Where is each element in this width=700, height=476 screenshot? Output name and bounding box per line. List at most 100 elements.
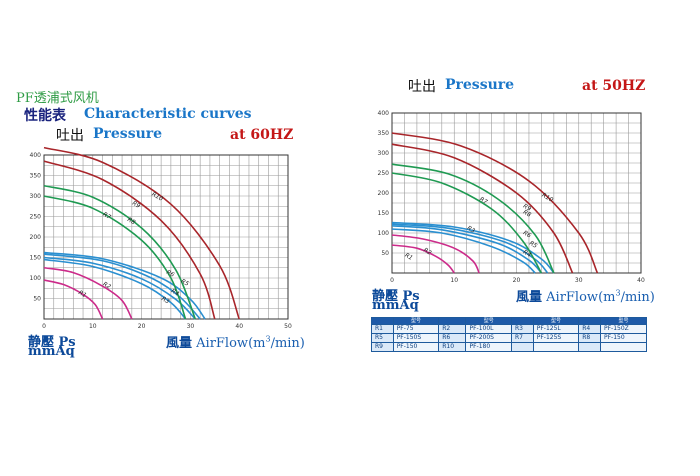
left-plot-frame — [43, 154, 289, 320]
left-y-tick-label: 400 — [30, 152, 42, 159]
left-series-r1 — [43, 279, 104, 320]
right-curve-label-r4: R4 — [522, 249, 533, 259]
left-pressure-en: Pressure — [93, 126, 163, 142]
brand-title: PF透浦式风机 — [16, 91, 99, 106]
right-x-axis-en: AirFlow — [546, 290, 599, 305]
right-x-tick-label: 40 — [637, 277, 645, 284]
legend-curve-id: R3 — [511, 324, 534, 334]
right-curve-label-r3: R3 — [466, 225, 477, 235]
legend-header-cell — [511, 317, 534, 325]
right-y-axis-unit: mmAq — [372, 298, 419, 313]
left-chart-group: 0 10 20 30 40 50 50 100 150 200 250 300 350 400 R1 R2 R3… — [30, 146, 292, 330]
right-y-tick-label: 300 — [378, 150, 390, 157]
right-x-axis-unit-sup: 3 — [615, 288, 621, 298]
right-freq-label: at 50HZ — [582, 78, 646, 94]
legend-model-name: PF-100L — [465, 324, 513, 334]
right-x-tick-label: 30 — [575, 277, 583, 284]
left-x-axis-en: AirFlow — [196, 336, 249, 351]
right-curve-label-r9: R9 — [522, 203, 533, 213]
legend-header-cell: 型号 — [392, 317, 440, 325]
legend-model-name: PF-125S — [532, 333, 580, 343]
right-x-tick-label: 0 — [390, 277, 394, 284]
left-x-axis-unit: (m — [248, 336, 266, 351]
left-curve-label-r3: R3 — [160, 295, 171, 305]
right-chart-group: 0 10 20 30 40 50 100 150 200 250 300 350 400 R1 R2 R3 R4… — [378, 110, 645, 284]
left-curve-label-r8: R8 — [126, 216, 137, 226]
left-x-axis-unit-sup: 3 — [265, 334, 271, 344]
characteristic-title-en: Characteristic curves — [84, 106, 252, 122]
left-y-tick-label: 350 — [30, 173, 42, 180]
legend-model-name: PF-150Z — [599, 324, 648, 334]
right-series-r9 — [391, 143, 574, 274]
left-y-tick-label: 200 — [30, 234, 42, 241]
right-x-tick-label: 10 — [450, 277, 458, 284]
right-x-axis-unit: (m — [598, 290, 616, 305]
legend-curve-id: R10 — [438, 342, 467, 352]
left-x-tick-label: 30 — [187, 323, 195, 330]
left-y-tick-label: 250 — [30, 214, 42, 221]
legend-curve-id: R7 — [511, 333, 534, 343]
legend-header-cell — [371, 317, 394, 325]
right-curve-label-r2: R2 — [422, 247, 433, 257]
legend-curve-id: R6 — [438, 333, 467, 343]
legend-model-name: PF-125L — [532, 324, 580, 334]
right-curve-label-r8: R8 — [522, 209, 533, 219]
left-curve-label-r2: R2 — [102, 281, 113, 291]
characteristic-title-cn: 性能表 — [24, 108, 66, 124]
legend-model-name: PF-180 — [465, 342, 513, 352]
left-x-tick-label: 20 — [138, 323, 146, 330]
right-x-axis-label: 風量 AirFlow(m3/min) — [516, 286, 655, 305]
legend-row: R5 PF-150S R6 PF-200S R7 PF-125S R8 PF-150 — [371, 333, 648, 343]
right-series-r7 — [391, 172, 543, 274]
left-curve-label-r10: R10 — [150, 191, 164, 203]
left-y-tick-label: 150 — [30, 255, 42, 262]
right-plot-frame — [391, 112, 642, 274]
legend-model-name: PF-75 — [392, 324, 440, 334]
legend-curve-id: R8 — [578, 333, 601, 343]
left-x-tick-label: 0 — [42, 323, 46, 330]
right-curve-label-r6: R6 — [522, 229, 533, 239]
legend-curve-id: R1 — [371, 324, 394, 334]
right-curve-label-r1: R1 — [403, 252, 413, 262]
right-pressure-cn: 吐出 — [408, 79, 436, 95]
right-x-axis-cn: 風量 — [516, 290, 543, 305]
left-x-axis-cn: 風量 — [166, 336, 193, 351]
legend-curve-id — [578, 342, 601, 352]
model-legend-table: 型号 型号 型号 型号 R1 PF-75 R2 PF-100L R3 PF-125L R4 PF-15… — [371, 317, 648, 352]
legend-model-name: PF-150S — [392, 333, 440, 343]
right-series-r4 — [391, 225, 542, 274]
left-x-axis-label: 風量 AirFlow(m3/min) — [166, 332, 305, 351]
legend-header-cell — [438, 317, 467, 325]
legend-model-name: PF-200S — [465, 333, 513, 343]
left-curve-label-r4: R4 — [170, 288, 181, 298]
left-x-axis-unit-end: /min) — [270, 336, 305, 351]
right-series-r3 — [391, 228, 536, 274]
legend-header-cell: 型号 — [532, 317, 580, 325]
right-pressure-en: Pressure — [445, 77, 515, 93]
legend-header-row: 型号 型号 型号 型号 — [371, 317, 648, 325]
right-y-tick-label: 150 — [378, 210, 390, 217]
left-y-tick-label: 300 — [30, 193, 42, 200]
left-y-axis-unit: mmAq — [28, 344, 75, 359]
legend-curve-id: R2 — [438, 324, 467, 334]
legend-row: R1 PF-75 R2 PF-100L R3 PF-125L R4 PF-150Z — [371, 324, 648, 334]
right-y-tick-label: 50 — [381, 250, 389, 257]
left-x-tick-label: 10 — [89, 323, 97, 330]
legend-header-cell: 型号 — [465, 317, 513, 325]
right-y-axis-label: 静壓 Ps — [372, 289, 420, 304]
right-series-r5 — [391, 223, 549, 274]
left-freq-label: at 60HZ — [230, 127, 294, 143]
right-curve-label-r5: R5 — [528, 240, 539, 250]
legend-header-cell — [578, 317, 601, 325]
left-series-r2 — [43, 266, 133, 320]
left-curve-label-r6: R6 — [165, 269, 176, 279]
left-series-r7 — [43, 195, 187, 320]
left-pressure-cn: 吐出 — [56, 128, 84, 144]
right-curve-label-r7: R7 — [478, 196, 489, 206]
left-curve-label-r9: R9 — [131, 200, 142, 210]
left-series-r10 — [43, 146, 240, 320]
legend-curve-id: R5 — [371, 333, 394, 343]
right-series-r6 — [391, 221, 555, 274]
legend-curve-id: R9 — [371, 342, 394, 352]
left-curve-label-r5: R5 — [180, 278, 191, 288]
